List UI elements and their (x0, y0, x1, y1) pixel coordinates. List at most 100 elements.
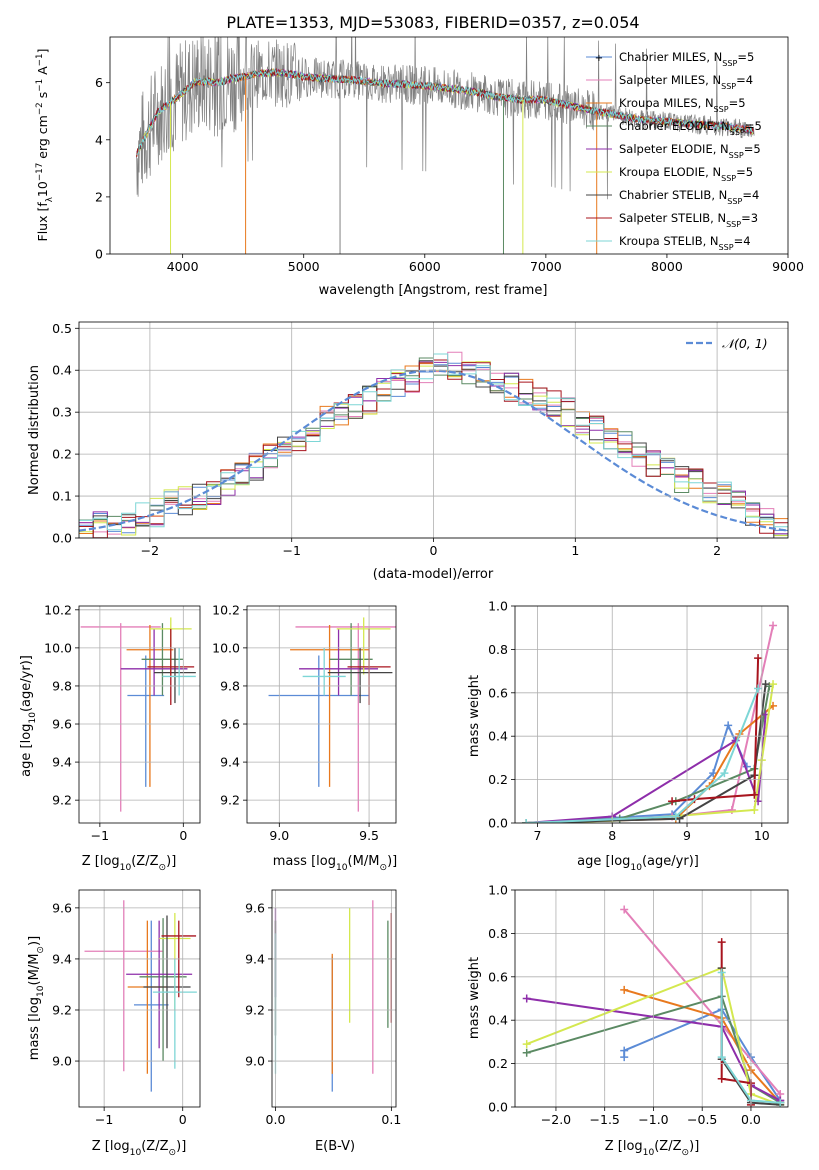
spectrum-legend-label-part: =4 (734, 234, 751, 248)
spectrum-xtick-label: 5000 (288, 259, 320, 274)
spectrum-axes: 4000 5000 6000 7000 8000 9000 0 2 4 6 + Chabrier MI… (95, 36, 804, 274)
spectrum-ylabel-part: λ (45, 197, 55, 202)
mw-vs-age-marker-kroupa_stelib (671, 812, 680, 821)
mw-vs-age-xlabel: age [log10(age/yr)] (577, 854, 699, 873)
age-vs-z-axes: −1 0 9.2 9.4 9.6 9.8 10.0 10.2 (44, 602, 201, 843)
mw-vs-z-xtick-label: −0.5 (687, 1112, 717, 1127)
age-vs-z-plot-area (80, 617, 196, 812)
hist-xtick-label: −2 (141, 543, 159, 558)
age-vs-z-ytick-label: 9.2 (52, 793, 72, 808)
mw-vs-age-marker-chabrier_miles (724, 721, 733, 730)
hist-xtick-label: 2 (713, 543, 721, 558)
hist-ytick-label: 0.1 (52, 489, 72, 504)
spectrum-legend-label-part: SSP (719, 243, 734, 252)
hist-ytick-label: 0.5 (52, 321, 72, 336)
mw-vs-z-marker-salpeter_stelib (717, 1074, 726, 1083)
spectrum-ylabel-part: −1 (35, 79, 45, 92)
mw-vs-z-marker-salpeter_elodie (522, 994, 531, 1003)
spectrum-legend-label-part: Salpeter ELODIE, N (619, 142, 729, 156)
age-vs-mass-ytick-label: 9.2 (220, 793, 240, 808)
mass-vs-ebv-ytick-label: 9.0 (245, 1054, 265, 1069)
age-vs-mass-xlabel-part: 10 (336, 863, 348, 873)
mass-vs-z-ylabel-part: ⊙ (36, 946, 46, 954)
mw-vs-z-xtick-label: −1.5 (590, 1112, 620, 1127)
age-vs-z-xlabel: Z [log10(Z/Z⊙)] (82, 854, 177, 873)
mass-vs-ebv-axes: 0.0 0.1 9.0 9.2 9.4 9.6 (245, 889, 401, 1127)
mass-vs-z-ytick-label: 9.4 (52, 951, 72, 966)
mw-vs-z-marker-kroupa_miles (620, 985, 629, 994)
mw-vs-z-xtick-label: −2.0 (541, 1112, 571, 1127)
spectrum-legend-label-part: =4 (736, 73, 753, 87)
hist-legend-label: 𝒩(0, 1) (722, 336, 768, 351)
spectrum-xtick-label: 4000 (167, 259, 199, 274)
mw-vs-age-ytick-label: 0.2 (488, 772, 508, 787)
spectrum-model-line-salpeter_stelib (136, 67, 755, 158)
mw-vs-age-ytick-label: 0.0 (488, 816, 508, 831)
spectrum-legend-label-part: SSP (726, 220, 741, 229)
age-vs-mass-ytick-label: 9.4 (220, 755, 240, 770)
spectrum-legend-label-part: Chabrier STELIB, N (619, 188, 727, 202)
age-vs-z-ylabel: age [log10(age/yr)] (19, 655, 38, 777)
mw-vs-age-marker-salpeter_miles (769, 621, 778, 630)
spectrum-legend-label-part: SSP (730, 128, 745, 137)
spectrum-legend-label: Chabrier MILES, NSSP=5 (619, 50, 754, 68)
age-vs-mass-xlabel-part: ⊙ (379, 863, 387, 873)
mass-vs-ebv-ytick-label: 9.4 (245, 951, 265, 966)
mw-vs-z-xlabel-part: (Z/Z (654, 1139, 681, 1154)
mass-vs-z-xtick-label: −1 (95, 1112, 113, 1127)
mw-vs-z-marker-kroupa_stelib (717, 1053, 726, 1062)
spectrum-legend-label-part: Kroupa STELIB, N (619, 234, 719, 248)
mw-vs-age-ytick-label: 0.4 (488, 729, 508, 744)
spectrum-ylabel-part: Flux [f (35, 202, 50, 242)
spectrum-legend-label-part: SSP (722, 59, 737, 68)
mw-vs-age-line-kroupa_stelib (526, 688, 760, 823)
hist-xtick-label: −1 (282, 543, 300, 558)
mw-vs-z-xtick-label: 0.0 (741, 1112, 761, 1127)
age-vs-z-ytick-label: 9.8 (52, 678, 72, 693)
age-vs-z-ylabel-part: 10 (28, 712, 38, 724)
spectrum-legend-label-part: =5 (729, 96, 746, 110)
mass-vs-z-xtick-label: 0 (179, 1112, 187, 1127)
mw-vs-z-ytick-label: 0.2 (488, 1056, 508, 1071)
mw-vs-z-xlabel-part: Z [log (605, 1139, 643, 1154)
axes-frame (78, 321, 789, 539)
mw-vs-z-ytick-label: 0.8 (488, 926, 508, 941)
age-vs-z-xlabel-part: ⊙ (159, 863, 167, 873)
spectrum-xtick-label: 6000 (409, 259, 441, 274)
spectrum-legend-label-part: SSP (727, 197, 742, 206)
spectrum-legend-label-part: SSP (729, 151, 744, 160)
mass-vs-z-ylabel: mass [log10(M/M⊙)] (27, 936, 46, 1060)
age-vs-z-ytick-label: 10.2 (44, 602, 72, 617)
spectrum-legend-label-part: Chabrier ELODIE, N (619, 119, 730, 133)
mass-vs-ebv-ytick-label: 9.6 (245, 900, 265, 915)
mw-vs-age-ylabel: mass weight (467, 675, 482, 757)
mw-vs-age-marker-kroupa_elodie (750, 805, 759, 814)
age-vs-z-ytick-label: 10.0 (44, 640, 72, 655)
age-vs-z-ytick-label: 9.6 (52, 717, 72, 732)
spectrum-xtick-label: 8000 (651, 259, 683, 274)
spectrum-legend-label-part: SSP (714, 105, 729, 114)
age-vs-mass-ytick-label: 10.2 (212, 602, 240, 617)
spectrum-legend-label-part: Chabrier MILES, N (619, 50, 722, 64)
mw-vs-age-ytick-label: 1.0 (488, 599, 508, 614)
hist-ytick-label: 0.0 (52, 531, 72, 546)
hist-ytick-label: 0.4 (52, 363, 72, 378)
mass-vs-ebv-xtick-label: 0.0 (266, 1112, 286, 1127)
spectrum-ylabel-part: −2 (35, 102, 45, 115)
spectrum-legend-label: Kroupa MILES, NSSP=5 (619, 96, 746, 114)
axes-frame (78, 889, 201, 1108)
age-vs-z-xtick-label: 0 (179, 828, 187, 843)
age-vs-z-xlabel-part: 10 (120, 863, 132, 873)
mw-vs-z-marker-salpeter_stelib (717, 938, 726, 947)
spectrum-legend-label: Chabrier ELODIE, NSSP=5 (619, 119, 762, 137)
mw-vs-z-line-kroupa_miles (623, 988, 781, 1104)
mw-vs-age-marker-salpeter_stelib (754, 654, 763, 663)
spectrum-legend-label-part: Kroupa MILES, N (619, 96, 714, 110)
mass-vs-z-xlabel: Z [log10(Z/Z⊙)] (92, 1139, 187, 1158)
mw-vs-z-marker-kroupa_stelib (717, 968, 726, 977)
mw-vs-age-line-kroupa_miles (526, 705, 774, 823)
hist-xtick-label: 0 (430, 543, 438, 558)
age-vs-z-xlabel-part: Z [log (82, 854, 120, 869)
axes-frame (514, 605, 789, 824)
